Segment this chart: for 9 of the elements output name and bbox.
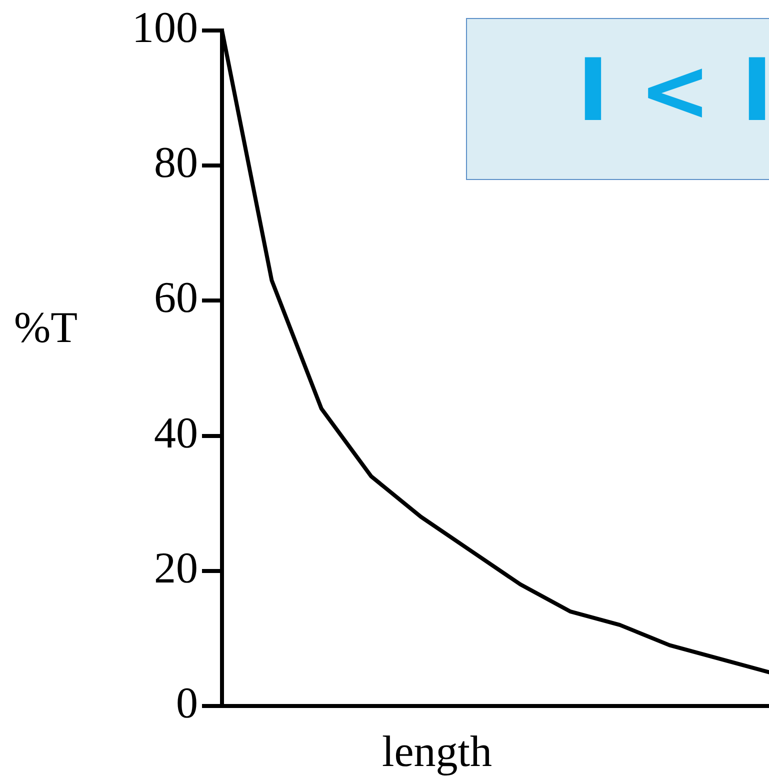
y-axis-title: %T xyxy=(14,302,78,353)
y-tick-label: 0 xyxy=(176,678,198,728)
y-tick-label: 20 xyxy=(154,543,198,592)
annotation: I < I xyxy=(577,41,769,141)
x-axis-title: length xyxy=(382,726,492,777)
y-tick-label: 40 xyxy=(154,408,198,458)
y-tick-label: 100 xyxy=(132,2,198,52)
y-tick-label: 80 xyxy=(154,138,198,188)
y-tick-label: 60 xyxy=(154,273,198,322)
